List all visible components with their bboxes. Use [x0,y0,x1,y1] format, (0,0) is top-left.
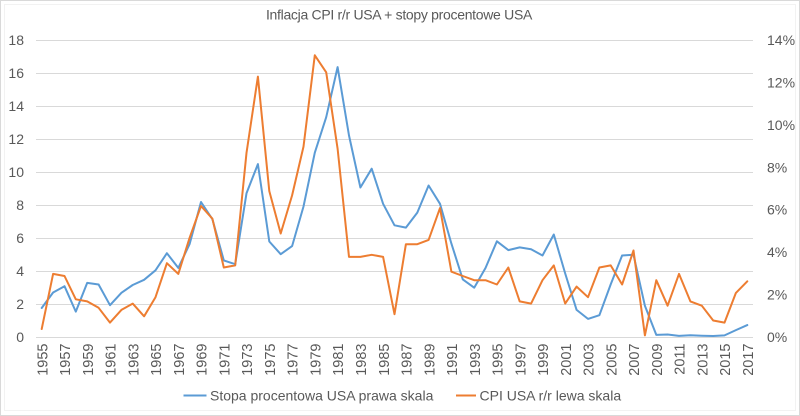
svg-text:2001: 2001 [559,344,575,376]
svg-text:14: 14 [8,98,24,114]
svg-text:1969: 1969 [195,344,211,376]
svg-text:2%: 2% [767,287,787,303]
svg-text:2015: 2015 [718,344,734,376]
svg-text:0%: 0% [767,329,787,345]
svg-text:6: 6 [16,230,24,246]
svg-text:2009: 2009 [650,344,666,376]
svg-text:8%: 8% [767,159,787,175]
svg-text:1985: 1985 [377,344,393,376]
svg-text:16: 16 [8,65,24,81]
svg-text:1963: 1963 [126,344,142,376]
svg-text:Stopa procentowa USA prawa ska: Stopa procentowa USA prawa skala [210,388,434,404]
svg-text:Inflacja CPI r/r USA + stopy p: Inflacja CPI r/r USA + stopy procentowe … [266,7,533,23]
svg-text:2005: 2005 [604,344,620,376]
svg-text:14%: 14% [767,32,795,48]
svg-text:1979: 1979 [309,344,325,376]
svg-text:1989: 1989 [422,344,438,376]
svg-text:1971: 1971 [217,344,233,376]
svg-text:2003: 2003 [582,344,598,376]
svg-text:1981: 1981 [331,344,347,376]
svg-text:2011: 2011 [673,344,689,375]
svg-text:2007: 2007 [627,344,643,376]
svg-text:1957: 1957 [58,344,74,376]
svg-text:8: 8 [16,197,24,213]
svg-text:1977: 1977 [286,344,302,376]
svg-text:1955: 1955 [35,344,51,376]
svg-text:1999: 1999 [536,344,552,376]
svg-text:1959: 1959 [81,344,97,376]
svg-text:1987: 1987 [400,344,416,376]
svg-text:CPI USA r/r lewa skala: CPI USA r/r lewa skala [480,388,622,404]
svg-text:1983: 1983 [354,344,370,376]
svg-text:2017: 2017 [741,344,757,376]
svg-text:18: 18 [8,32,24,48]
svg-text:2: 2 [16,296,24,312]
svg-text:0: 0 [16,329,24,345]
svg-text:1997: 1997 [513,344,529,376]
svg-text:10: 10 [8,164,24,180]
svg-text:1961: 1961 [104,344,120,376]
svg-text:4%: 4% [767,244,787,260]
svg-text:6%: 6% [767,202,787,218]
svg-text:4: 4 [16,263,24,279]
svg-text:1993: 1993 [468,344,484,376]
svg-text:1991: 1991 [445,344,461,376]
svg-text:1975: 1975 [263,344,279,376]
svg-text:10%: 10% [767,117,795,133]
svg-text:1973: 1973 [240,344,256,376]
svg-text:12: 12 [8,131,24,147]
svg-text:12%: 12% [767,74,795,90]
svg-text:1967: 1967 [172,344,188,376]
svg-text:2013: 2013 [695,344,711,376]
svg-text:1995: 1995 [491,344,507,376]
svg-text:1965: 1965 [149,344,165,376]
